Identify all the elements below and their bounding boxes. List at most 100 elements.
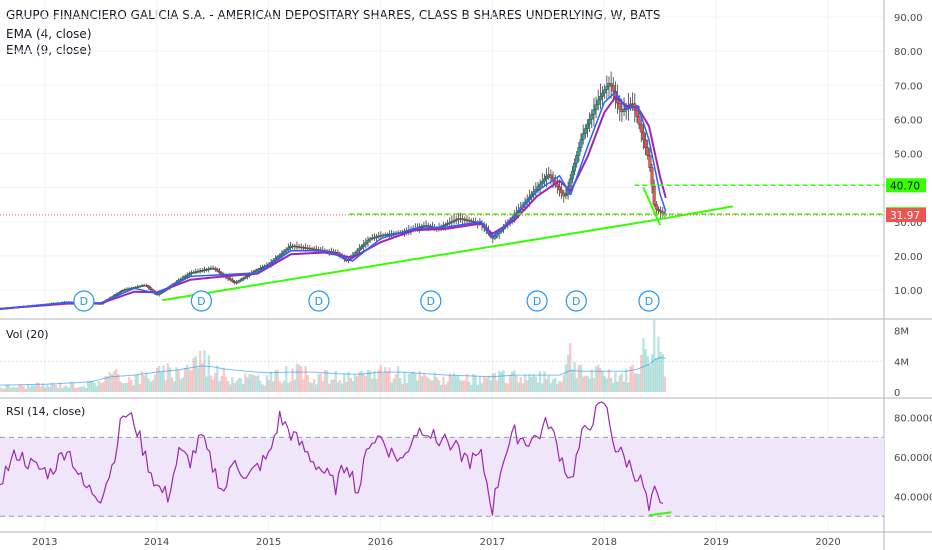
candle-body [230,279,234,282]
legend-ema9[interactable]: EMA (9, close) [6,43,92,57]
dividend-marker-circle [420,290,442,312]
volume-bar [620,373,624,392]
legend-ema4[interactable]: EMA (4, close) [6,27,92,41]
time-axis-tick: 2014 [144,537,169,548]
candle-body [149,287,153,290]
volume-bar [39,386,43,392]
volume-bar [416,380,419,392]
volume-bar [82,385,86,392]
candle-body [159,291,163,294]
volume-bar [330,379,333,392]
volume-bar [287,383,290,392]
volume-bar [205,376,208,392]
volume-bar [510,371,514,392]
volume-bar [158,365,161,392]
candle-body [650,167,654,187]
candle-body [181,277,185,280]
volume-bar [482,376,486,392]
candle-body [157,293,161,296]
volume-bar [35,382,38,392]
volume-bar [657,336,660,392]
volume-bar [644,349,647,392]
volume-bar [24,388,28,392]
volume-bar [592,378,596,392]
volume-bar [457,375,460,392]
volume-bar [590,369,593,392]
rsi-axis-tick: 80.0000 [894,414,932,425]
volume-bar [272,381,275,392]
volume-axis-tick: 4M [894,357,909,368]
candle-body [570,170,574,180]
dividend-marker: D [73,290,95,312]
volume-bar [431,380,434,392]
volume-bar [487,375,490,392]
candle-body [652,185,656,205]
volume-bar [448,373,451,392]
volume-bar [20,384,23,392]
volume-bar [0,387,2,392]
candle-body [577,147,581,156]
volume-bar [618,375,621,392]
volume-bar [386,372,389,392]
volume-bar [340,383,344,392]
volume-bar [102,382,105,392]
volume-bar [439,385,443,392]
price-axis-tick: 10.00 [894,286,923,297]
candle-body [119,291,123,294]
volume-bar [196,367,200,392]
volume-bar [403,371,406,392]
volume-bar [87,381,90,392]
dividend-marker: D [190,290,213,312]
volume-bar [162,365,165,392]
volume-bar [556,383,559,392]
candle-body [618,102,622,110]
candle-body [598,96,602,101]
volume-bar [317,374,320,392]
volume-bar [575,377,578,392]
volume-bar [526,380,529,392]
volume-bar [78,387,81,392]
volume-bar [478,376,482,392]
volume-bar [104,376,107,392]
volume-bar [569,343,572,392]
volume-bar [609,377,613,392]
candle-body [454,219,458,221]
volume-bar [353,374,357,392]
volume-bar [461,380,464,392]
dividend-marker-circle [565,290,587,312]
price-axis-tick: 90.00 [894,13,923,24]
candle-body [116,292,120,295]
volume-bar [69,381,73,392]
volume-bar [538,371,542,392]
dividend-marker-circle [190,290,213,312]
volume-bar [627,382,630,392]
volume-bar [155,367,159,392]
volume-bar [198,350,202,392]
volume-bar [358,371,361,392]
volume-bar [285,366,288,392]
volume-bar [446,381,449,392]
volume-bar [345,382,348,392]
candle-body [637,116,641,125]
volume-bar [319,373,322,392]
volume-bar [442,376,445,392]
volume-bar [427,377,430,392]
candle-body [282,251,286,254]
volume-bar [338,380,342,392]
volume-bar [54,384,58,392]
candle-body [594,104,598,110]
volume-bar [147,378,150,392]
volume-bar [362,374,365,392]
volume-bar [226,380,230,392]
volume-bar [153,375,157,392]
volume-bar [528,374,531,392]
volume-bar [655,357,658,392]
volume-bar [633,373,637,392]
candle-body [448,222,452,224]
volume-bar [267,379,271,392]
volume-bar [269,371,273,392]
candle-body [560,189,564,194]
volume-bar [138,383,142,392]
candle-body [601,92,605,97]
